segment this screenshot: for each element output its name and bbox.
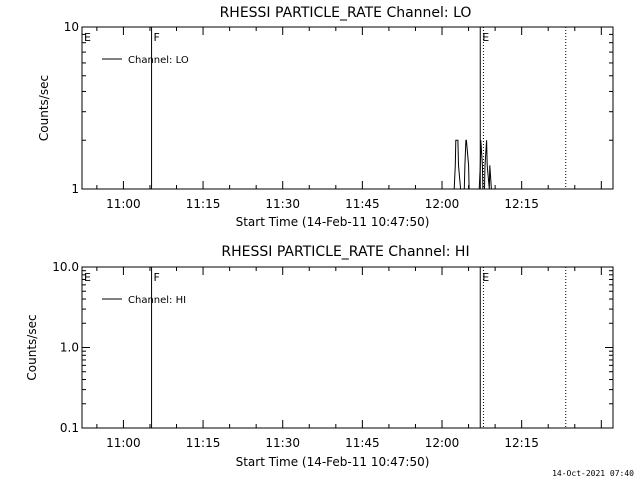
panel1-legend-label: Channel: LO (128, 55, 189, 66)
panel2-y-axis-label: Counts/sec (25, 314, 39, 380)
panel1-event-marker-label: F (154, 31, 160, 44)
panel2-x-tick-label: 11:30 (265, 436, 300, 450)
panel1-y-axis-label: Counts/sec (37, 75, 51, 141)
panel1-chart-title: RHESSI PARTICLE_RATE Channel: LO (220, 5, 472, 21)
panel1-x-tick-label: 11:15 (186, 197, 221, 211)
panel1-x-axis-label: Start Time (14-Feb-11 10:47:50) (236, 215, 430, 229)
panel1-x-tick-label: 11:30 (265, 197, 300, 211)
panel1-x-tick-label: 11:00 (106, 197, 141, 211)
panel2-x-tick-label: 11:45 (345, 436, 380, 450)
panel2-event-marker-label: F (154, 271, 160, 284)
panel2-x-tick-label: 12:15 (504, 436, 539, 450)
panel1-data-series-line (453, 139, 492, 190)
panel2-x-tick-label: 11:15 (186, 436, 221, 450)
panel2-event-marker-label: E (84, 271, 91, 284)
panel2-legend-label: Channel: HI (128, 295, 186, 306)
panel1-plot-frame (81, 26, 614, 190)
timestamp-footer: 14-Oct-2021 07:40 (552, 469, 634, 478)
panel2-x-axis-label: Start Time (14-Feb-11 10:47:50) (236, 455, 430, 469)
panel2-event-marker-label: E (482, 271, 489, 284)
panel1-y-tick-label: 10 (64, 20, 79, 34)
panel1-x-tick-label: 11:45 (345, 197, 380, 211)
panel2-x-tick-label: 12:00 (425, 436, 460, 450)
panel2-y-tick-label: 1.0 (60, 341, 79, 355)
panel1-event-marker-label: E (84, 31, 91, 44)
panel2-x-tick-label: 11:00 (106, 436, 141, 450)
panel1-y-tick-label: 1 (71, 182, 79, 196)
panel2-y-tick-label: 0.1 (60, 421, 79, 435)
panel2-y-tick-label: 10.0 (52, 260, 79, 274)
panel2-chart-title: RHESSI PARTICLE_RATE Channel: HI (221, 244, 469, 260)
panel1-x-tick-label: 12:15 (504, 197, 539, 211)
panel1-event-marker-label: E (482, 31, 489, 44)
panel1-x-tick-label: 12:00 (425, 197, 460, 211)
